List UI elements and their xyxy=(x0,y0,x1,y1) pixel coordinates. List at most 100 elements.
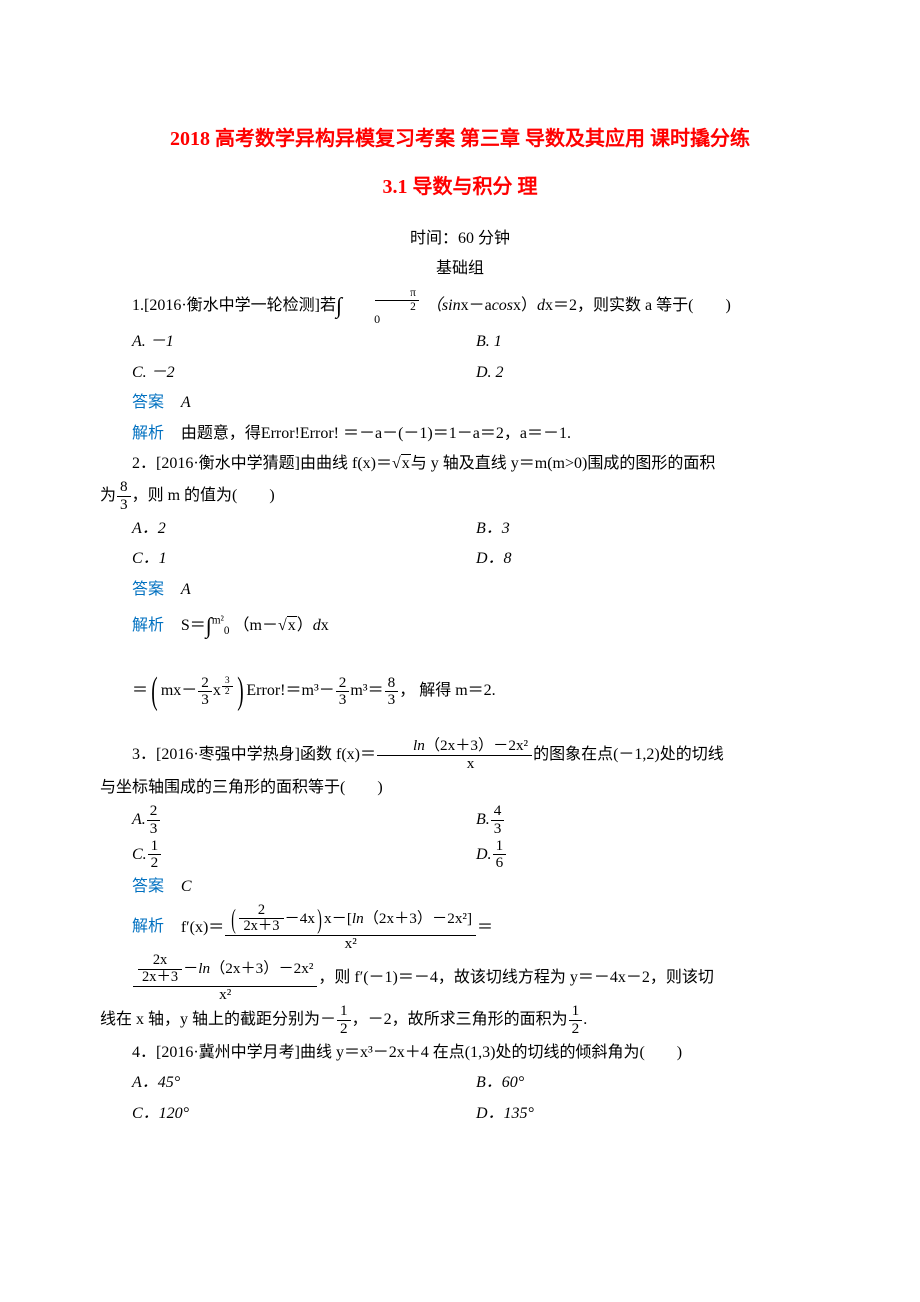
optA-den: 3 xyxy=(147,821,161,838)
inner-den2: 2x＋3 xyxy=(138,970,182,986)
q4-options-row2: C．120° D．135° xyxy=(100,1099,820,1129)
q1-stem: 1.[2016·衡水中学一轮检测]若∫π20 （sinx－acosx）dx＝2，… xyxy=(100,285,820,328)
q3-ana-f2-num: 2x2x＋3－ln（2x＋3）－2x² xyxy=(133,953,317,987)
q1-analysis-line: 解析 由题意，得Error!Error! ＝－a－(－1)＝1－a＝2，a＝－1… xyxy=(100,419,820,449)
q4-optB: B．60° xyxy=(476,1068,820,1098)
l3-f1-num: 1 xyxy=(337,1003,351,1021)
optD-den: 6 xyxy=(493,855,507,872)
q3-l3-pre: 线在 x 轴，y 轴上的截距分别为－ xyxy=(100,1011,336,1028)
q1-optD: D. 2 xyxy=(476,358,820,388)
l3-f1-den: 2 xyxy=(337,1021,351,1038)
exp-num: 3 xyxy=(222,676,233,687)
optD-num: 1 xyxy=(493,838,507,856)
rparen-icon: ) xyxy=(237,655,243,728)
q2-l2-pre: ＝ xyxy=(132,683,148,700)
lparen-icon: ( xyxy=(151,655,157,728)
q3-stem-line1: 3．[2016·枣强中学热身]函数 f(x)＝ln（2x＋3）－2x²x的图象在… xyxy=(100,738,820,772)
f3-num: 8 xyxy=(385,675,399,693)
optB-den: 3 xyxy=(491,821,505,838)
l2-mid: Error!＝m³－ xyxy=(246,683,334,700)
q2-options-row1: A．2 B．3 xyxy=(100,514,820,544)
pf-den: 3 xyxy=(198,692,212,709)
q3-answer: C xyxy=(181,878,192,895)
q1-stem-prefix: 1.[2016·衡水中学一轮检测]若 xyxy=(132,297,336,314)
q3-answer-line: 答案 C xyxy=(100,872,820,902)
q2-stem-prefix: 2．[2016·衡水中学猜题]由曲线 f(x)＝ xyxy=(132,455,392,472)
q3-options-row2: C.12 D.16 xyxy=(100,838,820,872)
q2-analysis-line2: ＝(mx－23x32)Error!＝m³－23m³＝83， 解得 m＝2. xyxy=(100,655,820,728)
int-upper-num: π xyxy=(375,287,419,301)
q3-fnum: ln（2x＋3）－2x² xyxy=(377,738,532,756)
int-upper-den: 2 xyxy=(375,301,419,314)
answer-label: 答案 xyxy=(100,394,177,411)
q3-ana-tail1: ，则 f′(－1)＝－4，故该切线方程为 y＝－4x－2，则该切 xyxy=(318,969,714,986)
q2-integrand-pre: （m－ xyxy=(234,617,278,634)
q3-analysis-line2: 2x2x＋3－ln（2x＋3）－2x²x²，则 f′(－1)＝－4，故该切线方程… xyxy=(100,953,820,1003)
q3-optD: D.16 xyxy=(476,838,820,872)
q2-cont-post: ，则 m 的值为( ) xyxy=(132,487,275,504)
optA-num: 2 xyxy=(147,803,161,821)
l3-f2-den: 2 xyxy=(569,1021,583,1038)
q1-analysis: 由题意，得Error!Error! ＝－a－(－1)＝1－a＝2，a＝－1. xyxy=(181,425,571,442)
analysis-label: 解析 xyxy=(100,617,177,634)
q1-options-row2: C. －2 D. 2 xyxy=(100,358,820,388)
q3-l3-mid: ，－2，故所求三角形的面积为 xyxy=(352,1011,568,1028)
q2-optB: B．3 xyxy=(476,514,820,544)
l3-f2-num: 1 xyxy=(569,1003,583,1021)
q1-optC: C. －2 xyxy=(132,358,476,388)
q1-integrand: （sinx－acosx）dx＝2，则实数 a 等于( ) xyxy=(426,297,731,314)
document-page: 2018 高考数学异构异模复习考案 第三章 导数及其应用 课时撬分练 3.1 导… xyxy=(0,0,920,1189)
q3-optB: B.43 xyxy=(476,803,820,837)
optC-pre: C. xyxy=(132,846,147,863)
answer-label: 答案 xyxy=(100,878,177,895)
q3-suffix: 的图象在点(－1,2)处的切线 xyxy=(533,746,724,763)
q2-stem-mid: 与 y 轴及直线 y＝m(m>0)围成的图形的面积 xyxy=(411,455,716,472)
q2-frac-num: 8 xyxy=(117,479,131,497)
q3-ana-f1-den: x² xyxy=(225,936,476,953)
f3-den: 3 xyxy=(385,692,399,709)
q1-answer-line: 答案 A xyxy=(100,388,820,418)
q2-answer-line: 答案 A xyxy=(100,575,820,605)
q3-optC: C.12 xyxy=(132,838,476,872)
f2-den: 3 xyxy=(336,692,350,709)
q3-options-row1: A.23 B.43 xyxy=(100,803,820,837)
q2-ana-prefix: S＝ xyxy=(181,617,206,634)
sqrt-x: x xyxy=(401,454,411,472)
q2-stem-line2: 为83，则 m 的值为( ) xyxy=(100,479,820,513)
q2-optA: A．2 xyxy=(132,514,476,544)
q3-prefix: 3．[2016·枣强中学热身]函数 f(x)＝ xyxy=(132,746,376,763)
q4-stem: 4．[2016·冀州中学月考]曲线 y＝x³－2x＋4 在点(1,3)处的切线的… xyxy=(100,1038,820,1068)
q3-ana-f2-den: x² xyxy=(133,987,317,1004)
optC-den: 2 xyxy=(148,855,162,872)
q2-optC: C．1 xyxy=(132,544,476,574)
inner-num2: 2x xyxy=(138,953,182,970)
answer-label: 答案 xyxy=(100,581,177,598)
q4-options-row1: A．45° B．60° xyxy=(100,1068,820,1098)
q4-optA: A．45° xyxy=(132,1068,476,1098)
q3-analysis-line1: 解析 f′(x)＝(22x＋3－4x)x－[ln（2x＋3）－2x²]x²＝ xyxy=(100,903,820,953)
optB-num: 4 xyxy=(491,803,505,821)
q2-answer: A xyxy=(181,581,191,598)
q1-optA: A. －1 xyxy=(132,327,476,357)
int-upper: m² xyxy=(212,615,224,627)
q2-cont-pre: 为 xyxy=(100,487,116,504)
q4-optD: D．135° xyxy=(476,1099,820,1129)
l2-mid2: m³＝ xyxy=(350,683,383,700)
q3-ana-pre: f′(x)＝ xyxy=(181,918,225,935)
optD-pre: D. xyxy=(476,846,492,863)
q2-analysis-line1: 解析 S＝∫m²0 （m－√x）dx xyxy=(100,605,820,648)
title-sub: 3.1 导数与积分 理 xyxy=(100,168,820,206)
q4-optC: C．120° xyxy=(132,1099,476,1129)
q2-frac-den: 3 xyxy=(117,497,131,514)
q1-options-row1: A. －1 B. 1 xyxy=(100,327,820,357)
paren-in-1: mx－ xyxy=(161,683,197,700)
q2-optD: D．8 xyxy=(476,544,820,574)
inner-num: 2 xyxy=(239,903,283,920)
q2-stem-line1: 2．[2016·衡水中学猜题]由曲线 f(x)＝√x与 y 轴及直线 y＝m(m… xyxy=(100,449,820,479)
sqrt-x2: x xyxy=(287,616,297,634)
int-lower: 0 xyxy=(224,625,230,637)
optA-pre: A. xyxy=(132,811,146,828)
l2-end: ， 解得 m＝2. xyxy=(399,683,495,700)
q3-fden: x xyxy=(377,756,532,773)
int-lower: 0 xyxy=(342,313,420,325)
